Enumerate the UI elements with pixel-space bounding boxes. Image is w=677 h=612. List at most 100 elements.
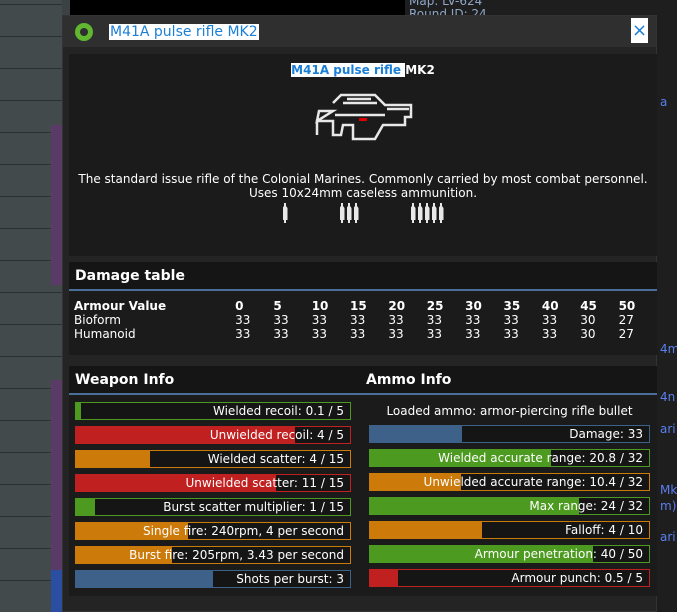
stat-bar: Damage: 33 <box>369 425 650 443</box>
stat-bar-label: Unwielded recoil: 4 / 5 <box>209 428 344 442</box>
wall-strip <box>51 125 62 285</box>
chat-fragment: 4m <box>660 342 677 356</box>
armour-value: 45 <box>580 299 597 313</box>
stat-bar-label: Wielded scatter: 4 / 15 <box>207 452 344 466</box>
chat-fragment: m) <box>660 499 677 513</box>
stat-bar-label: Max range: 24 / 32 <box>529 499 643 513</box>
stat-bar-label: Armour punch: 0.5 / 5 <box>511 571 643 585</box>
item-info-window: M41A pulse rifle MK2 × M41A pulse rifle … <box>62 15 657 612</box>
stat-bar-fill <box>370 450 552 466</box>
item-name-suffix: MK2 <box>405 63 435 77</box>
close-button[interactable]: × <box>631 18 648 43</box>
stat-bar: Wielded scatter: 4 / 15 <box>75 450 351 468</box>
stat-bar-fill <box>370 522 482 538</box>
damage-value: 30 <box>580 327 596 341</box>
wall-strip <box>51 570 62 612</box>
stat-bar-label: Wielded accurate range: 20.8 / 32 <box>438 451 643 465</box>
damage-value: 33 <box>541 313 558 327</box>
armour-value: 50 <box>618 299 636 313</box>
damage-value: 33 <box>465 327 481 341</box>
damage-value: 33 <box>388 313 404 327</box>
stat-bar: Armour punch: 0.5 / 5 <box>369 569 650 587</box>
armour-value: 10 <box>311 299 329 313</box>
stat-bar: Unwielded recoil: 4 / 5 <box>75 426 351 444</box>
stat-bar-fill <box>76 523 189 539</box>
stat-bar: Unwielded accurate range: 10.4 / 32 <box>369 473 650 491</box>
item-description-ammo: Uses 10x24mm caseless ammunition. <box>248 186 478 200</box>
single-fire-icon <box>282 203 289 226</box>
ammo-info-bars: Loaded ammo: armor-piercing rifle bullet… <box>369 402 650 593</box>
burst-fire-icon <box>339 203 360 226</box>
stat-bar-fill <box>76 547 172 563</box>
stat-bar-fill <box>76 427 296 443</box>
header-label: Armour Value <box>74 299 167 313</box>
armour-value: 35 <box>503 299 521 313</box>
damage-value: 33 <box>235 313 251 327</box>
stat-bar-fill <box>370 546 594 562</box>
stat-bar: Max range: 24 / 32 <box>369 497 650 515</box>
auto-fire-icon <box>410 203 445 226</box>
stat-bar: Single fire: 240rpm, 4 per second <box>75 522 351 540</box>
damage-value: 27 <box>618 327 634 341</box>
game-viewport <box>0 0 62 612</box>
stat-bar: Armour penetration: 40 / 50 <box>369 545 650 563</box>
table-row: Bioform 33 33 33 33 33 33 33 33 33 30 27 <box>74 313 657 327</box>
stat-bar: Burst fire: 205rpm, 3.43 per second <box>75 546 351 564</box>
stat-bar-label: Wielded recoil: 0.1 / 5 <box>213 404 344 418</box>
title-bar[interactable]: M41A pulse rifle MK2 × <box>63 16 656 47</box>
table-header-row: Armour Value 0 5 10 15 20 25 30 35 40 45 50 <box>74 299 657 313</box>
armour-value: 40 <box>541 299 559 313</box>
stat-bar-fill <box>370 474 461 490</box>
damage-value: 33 <box>311 313 327 327</box>
rifle-sprite-icon <box>315 93 413 141</box>
damage-table-title: Damage table <box>69 262 657 291</box>
stat-bar-label: Falloff: 4 / 10 <box>565 523 643 537</box>
damage-value: 27 <box>618 313 634 327</box>
stat-bar: Unwielded scatter: 11 / 15 <box>75 474 351 492</box>
damage-value: 33 <box>235 327 251 341</box>
eye-icon <box>75 22 93 41</box>
damage-value: 30 <box>580 313 596 327</box>
armour-value: 30 <box>465 299 482 313</box>
stat-bar-label: Damage: 33 <box>569 427 643 441</box>
armour-value: 0 <box>235 299 244 313</box>
status-line: Map: LV-624 <box>409 0 483 8</box>
chat-fragment: 4n <box>660 390 676 404</box>
damage-value: 33 <box>465 313 481 327</box>
stat-bar-label: Single fire: 240rpm, 4 per second <box>143 524 344 538</box>
stat-bar-fill <box>370 570 398 586</box>
armour-value: 25 <box>426 299 444 313</box>
armour-value: 20 <box>388 299 406 313</box>
damage-value: 33 <box>503 327 519 341</box>
damage-value: 33 <box>503 313 519 327</box>
damage-value: 33 <box>350 313 366 327</box>
stat-bar-label: Shots per burst: 3 <box>236 572 344 586</box>
armour-value: 5 <box>273 299 282 313</box>
item-description: The standard issue rifle of the Colonial… <box>78 172 648 186</box>
info-section: Weapon Info Ammo Info Wielded recoil: 0.1… <box>69 366 657 596</box>
stat-bar-fill <box>76 475 277 491</box>
stat-bar-label: Unwielded scatter: 11 / 15 <box>185 476 344 490</box>
armour-value: 15 <box>350 299 367 313</box>
chat-fragment: Mk <box>660 483 677 497</box>
stat-bar-label: Burst scatter multiplier: 1 / 15 <box>163 500 344 514</box>
chat-fragment: ari <box>660 530 676 544</box>
viewport-dark <box>70 0 405 15</box>
stat-bar-label: Burst fire: 205rpm, 3.43 per second <box>129 548 344 562</box>
stat-bar-fill <box>76 499 96 515</box>
stat-bar-fill <box>370 498 580 514</box>
stat-bar-label: Unwielded accurate range: 10.4 / 32 <box>423 475 643 489</box>
ammo-info-title: Ammo Info <box>366 372 452 388</box>
stat-bar-fill <box>76 403 82 419</box>
table-row: Humanoid 33 33 33 33 33 33 33 33 33 30 27 <box>74 327 657 341</box>
stat-bar: Burst scatter multiplier: 1 / 15 <box>75 498 351 516</box>
weapon-info-bars: Wielded recoil: 0.1 / 5 Unwielded recoil:… <box>75 402 351 594</box>
loaded-ammo: Loaded ammo: armor-piercing rifle bullet <box>386 404 633 418</box>
stat-bar: Falloff: 4 / 10 <box>369 521 650 539</box>
item-name-highlight: M41A pulse rifle <box>291 63 406 77</box>
item-name: M41A pulse rifle MK2 <box>69 63 657 77</box>
damage-value: 33 <box>426 327 443 341</box>
window-title: M41A pulse rifle MK2 <box>109 23 259 40</box>
chat-fragment: ari <box>660 422 676 436</box>
chat-fragment: a <box>660 95 668 109</box>
